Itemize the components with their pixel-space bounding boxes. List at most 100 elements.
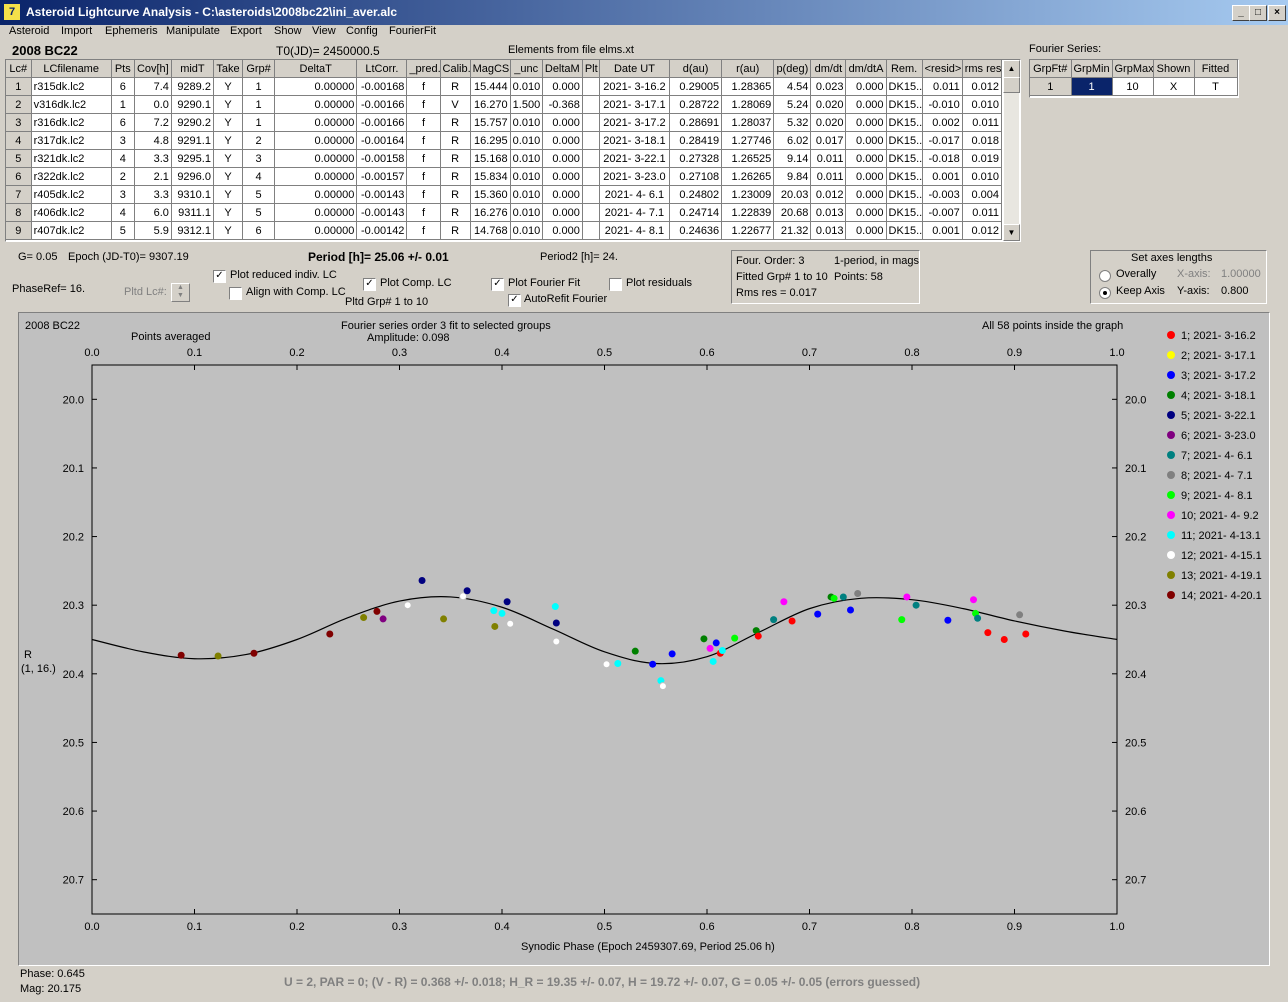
table-cell[interactable]: Y bbox=[213, 131, 244, 150]
table-cell[interactable]: 0.017 bbox=[810, 131, 847, 150]
table-cell[interactable]: 6 bbox=[111, 113, 135, 132]
table-cell[interactable]: 0.000 bbox=[542, 167, 583, 186]
table-cell[interactable]: 20.68 bbox=[773, 203, 812, 222]
table-cell[interactable] bbox=[582, 203, 600, 222]
table-cell[interactable]: R bbox=[440, 221, 471, 240]
fourier-series-table[interactable]: GrpFt# GrpMin GrpMax Shown Fitted 1 1 10… bbox=[1029, 59, 1239, 98]
x-axis-value[interactable]: 1.00000 bbox=[1221, 268, 1261, 280]
plot-residuals-checkbox[interactable] bbox=[609, 278, 622, 291]
table-cell[interactable]: 1.28365 bbox=[721, 77, 775, 96]
table-row[interactable]: 4 r317dk.lc2 3 4.8 9291.1 Y 2 0.00000 -0.00164 f R… bbox=[6, 131, 1003, 150]
table-cell[interactable]: 9.84 bbox=[773, 167, 812, 186]
table-cell[interactable]: 0.00000 bbox=[274, 131, 358, 150]
table-cell[interactable]: 0.000 bbox=[542, 113, 583, 132]
table-cell[interactable]: -0.368 bbox=[542, 95, 583, 114]
plot-canvas[interactable]: 2008 BC22 Points averaged Fourier series… bbox=[19, 313, 1269, 965]
table-cell[interactable]: f bbox=[406, 221, 441, 240]
table-cell[interactable]: 9289.2 bbox=[171, 77, 214, 96]
fs-cell-shown[interactable]: X bbox=[1153, 77, 1195, 96]
table-cell[interactable]: 14.768 bbox=[470, 221, 511, 240]
table-cell[interactable]: 0.00000 bbox=[274, 149, 358, 168]
table-cell[interactable]: 0.00000 bbox=[274, 95, 358, 114]
table-cell[interactable]: 2021- 4- 7.1 bbox=[599, 203, 671, 222]
table-cell[interactable]: 6 bbox=[242, 221, 276, 240]
menu-view[interactable]: View bbox=[312, 25, 336, 37]
table-cell[interactable]: 2021- 3-18.1 bbox=[599, 131, 671, 150]
table-cell[interactable]: 0.000 bbox=[845, 221, 887, 240]
maximize-button[interactable]: □ bbox=[1249, 5, 1267, 21]
table-cell[interactable]: 0.011 bbox=[810, 149, 847, 168]
column-header[interactable]: Cov[h] bbox=[134, 60, 172, 78]
keep-axis-radio[interactable] bbox=[1099, 287, 1111, 299]
table-cell[interactable]: -0.007 bbox=[922, 203, 963, 222]
table-cell[interactable]: 0.00000 bbox=[274, 185, 358, 204]
column-header[interactable]: Take bbox=[213, 60, 244, 78]
table-cell[interactable]: 2021- 3-23.0 bbox=[599, 167, 671, 186]
table-cell[interactable]: 2.1 bbox=[134, 167, 172, 186]
table-cell[interactable] bbox=[582, 77, 600, 96]
table-cell[interactable]: 2 bbox=[242, 131, 276, 150]
table-cell[interactable]: 21.32 bbox=[773, 221, 812, 240]
table-cell[interactable]: -0.017 bbox=[922, 131, 963, 150]
table-cell[interactable]: 1.27746 bbox=[721, 131, 775, 150]
table-cell[interactable]: 0.002 bbox=[922, 113, 963, 132]
table-cell[interactable]: 0.013 bbox=[810, 203, 847, 222]
table-cell[interactable]: 5 bbox=[111, 221, 135, 240]
column-header[interactable]: LtCorr. bbox=[356, 60, 408, 78]
column-header[interactable]: Grp# bbox=[242, 60, 276, 78]
table-cell[interactable]: f bbox=[406, 167, 441, 186]
table-cell[interactable]: 1 bbox=[6, 77, 32, 96]
table-cell[interactable]: R bbox=[440, 131, 471, 150]
table-cell[interactable]: 1.500 bbox=[510, 95, 543, 114]
table-cell[interactable]: 4.8 bbox=[134, 131, 172, 150]
table-cell[interactable]: 0.011 bbox=[810, 167, 847, 186]
table-cell[interactable]: 0.012 bbox=[810, 185, 847, 204]
table-cell[interactable]: DK15... bbox=[886, 113, 923, 132]
table-cell[interactable]: 15.757 bbox=[470, 113, 511, 132]
table-cell[interactable]: 0.0 bbox=[134, 95, 172, 114]
table-cell[interactable]: 9310.1 bbox=[171, 185, 214, 204]
table-cell[interactable]: DK15... bbox=[886, 203, 923, 222]
table-cell[interactable]: 0.000 bbox=[542, 77, 583, 96]
table-cell[interactable]: r321dk.lc2 bbox=[31, 149, 112, 168]
table-cell[interactable]: DK15... bbox=[886, 167, 923, 186]
table-cell[interactable]: -0.018 bbox=[922, 149, 963, 168]
table-cell[interactable]: 7.2 bbox=[134, 113, 172, 132]
table-cell[interactable]: r317dk.lc2 bbox=[31, 131, 112, 150]
table-cell[interactable]: 0.000 bbox=[542, 131, 583, 150]
table-cell[interactable] bbox=[582, 113, 600, 132]
menu-config[interactable]: Config bbox=[346, 25, 378, 37]
table-cell[interactable]: 0.28691 bbox=[669, 113, 723, 132]
table-row[interactable]: 8 r406dk.lc2 4 6.0 9311.1 Y 5 0.00000 -0.00143 f R… bbox=[6, 203, 1003, 222]
column-header[interactable]: midT bbox=[171, 60, 214, 78]
table-cell[interactable]: 0.27108 bbox=[669, 167, 723, 186]
table-cell[interactable]: DK15... bbox=[886, 131, 923, 150]
pltd-lc-spinner[interactable]: ▲ ▼ bbox=[171, 283, 190, 302]
table-cell[interactable]: 1.23009 bbox=[721, 185, 775, 204]
table-cell[interactable]: -0.00143 bbox=[356, 185, 408, 204]
table-cell[interactable]: 9290.1 bbox=[171, 95, 214, 114]
column-header[interactable]: Rem. bbox=[886, 60, 923, 78]
overally-radio[interactable] bbox=[1099, 270, 1111, 282]
table-cell[interactable]: 15.168 bbox=[470, 149, 511, 168]
scroll-up-arrow-icon[interactable]: ▲ bbox=[1003, 60, 1020, 78]
table-cell[interactable]: 4 bbox=[6, 131, 32, 150]
table-cell[interactable]: 0.013 bbox=[810, 221, 847, 240]
table-cell[interactable]: Y bbox=[213, 167, 244, 186]
table-cell[interactable]: R bbox=[440, 203, 471, 222]
plot-fourier-checkbox[interactable]: ✓ bbox=[491, 278, 504, 291]
table-cell[interactable]: Y bbox=[213, 95, 244, 114]
column-header[interactable]: p(deg) bbox=[773, 60, 812, 78]
table-cell[interactable]: r407dk.lc2 bbox=[31, 221, 112, 240]
table-cell[interactable]: R bbox=[440, 77, 471, 96]
table-cell[interactable]: 0.012 bbox=[962, 221, 1003, 240]
table-cell[interactable]: 2 bbox=[111, 167, 135, 186]
table-cell[interactable] bbox=[582, 185, 600, 204]
table-cell[interactable]: 3 bbox=[6, 113, 32, 132]
table-cell[interactable]: 5.32 bbox=[773, 113, 812, 132]
table-cell[interactable]: 1.22677 bbox=[721, 221, 775, 240]
table-cell[interactable]: 0.000 bbox=[542, 221, 583, 240]
table-cell[interactable]: 16.270 bbox=[470, 95, 511, 114]
table-cell[interactable]: 6 bbox=[111, 77, 135, 96]
table-cell[interactable]: 1.26265 bbox=[721, 167, 775, 186]
